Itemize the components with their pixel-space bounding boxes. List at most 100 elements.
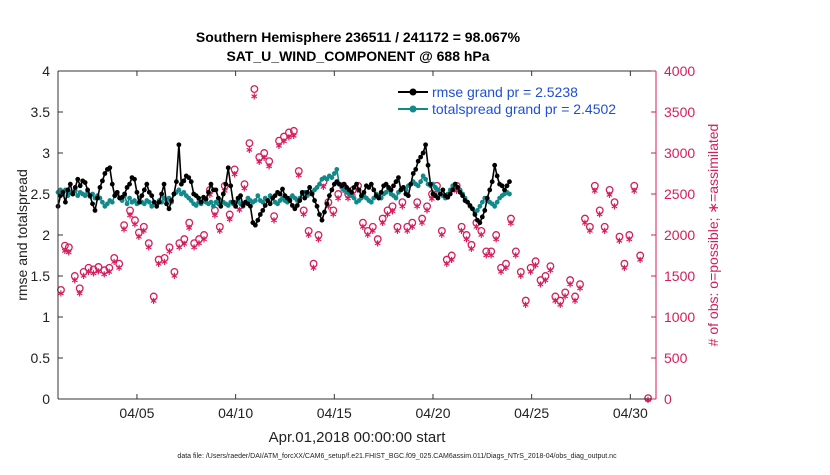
obs-assimilated-point: ∗ [245, 145, 253, 156]
y-right-tick-label: 0 [664, 391, 672, 407]
rmse-point [479, 214, 485, 220]
rmse-point [413, 167, 419, 172]
rmse-point [499, 183, 505, 189]
obs-assimilated-point: ∗ [200, 234, 208, 245]
y-right-tick-label: 2000 [664, 227, 695, 243]
obs-possible-point [388, 202, 397, 211]
rmse-point [489, 179, 495, 185]
obs-possible-point [230, 165, 239, 174]
obs-assimilated-point: ∗ [89, 269, 97, 280]
obs-assimilated-point: ∗ [226, 215, 234, 226]
obs-possible-point [442, 255, 451, 264]
spread-point [479, 199, 485, 205]
obs-assimilated-point: ∗ [94, 266, 102, 277]
obs-possible-point [536, 276, 545, 285]
obs-assimilated-point: ∗ [605, 190, 613, 201]
legend-spread-label: totalspread grand pr = 2.4502 [432, 101, 616, 117]
obs-assimilated-point: ∗ [165, 247, 173, 258]
obs-possible-point [487, 247, 496, 256]
obs-assimilated-point: ∗ [576, 283, 584, 294]
obs-assimilated-point: ∗ [280, 137, 288, 148]
obs-assimilated-point: ∗ [644, 395, 652, 406]
spread-point [418, 179, 424, 185]
rmse-point [100, 178, 105, 184]
obs-possible-point [576, 280, 584, 289]
rmse-point [95, 195, 100, 201]
rmse-point [198, 199, 204, 205]
obs-assimilated-point: ∗ [393, 226, 401, 237]
rmse-point [262, 203, 268, 208]
rmse-point [228, 183, 234, 189]
obs-possible-point [610, 198, 619, 207]
rmse-point [174, 179, 179, 185]
obs-assimilated-point: ∗ [180, 239, 188, 250]
rmse-point [196, 195, 202, 201]
rmse-point [255, 217, 261, 223]
y-left-tick-label: 4 [42, 63, 50, 79]
obs-possible-point [334, 190, 343, 198]
obs-possible-point [418, 214, 427, 223]
obs-assimilated-point: ∗ [408, 222, 416, 233]
obs-possible-point [265, 157, 274, 166]
rmse-point [70, 191, 76, 197]
obs-assimilated-point: ∗ [190, 242, 198, 253]
obs-assimilated-point: ∗ [270, 215, 278, 226]
rmse-point [260, 208, 266, 213]
plot-area [58, 71, 656, 399]
obs-assimilated-point: ∗ [467, 244, 475, 255]
rmse-point [371, 187, 377, 193]
rmse-point [223, 181, 229, 187]
obs-assimilated-point: ∗ [581, 218, 589, 229]
obs-assimilated-point: ∗ [497, 267, 505, 278]
rmse-point [82, 180, 88, 185]
spread-point [109, 199, 115, 205]
obs-assimilated-point: ∗ [383, 210, 391, 221]
spread-point [100, 199, 105, 205]
obs-possible-point [502, 259, 510, 268]
obs-assimilated-point: ∗ [135, 232, 143, 243]
obs-possible-point [467, 240, 476, 249]
rmse-point [149, 193, 155, 199]
obs-assimilated-point: ∗ [255, 157, 263, 168]
rmse-point [67, 181, 73, 187]
rmse-point [435, 195, 441, 201]
spread-point [351, 195, 357, 201]
obs-assimilated-point: ∗ [443, 259, 451, 270]
obs-possible-point [368, 222, 377, 231]
rmse-point [450, 187, 456, 193]
rmse-point [376, 195, 382, 201]
rmse-point [470, 206, 475, 212]
obs-possible-point [175, 239, 184, 248]
obs-assimilated-point: ∗ [206, 190, 214, 201]
rmse-point [267, 201, 273, 207]
obs-assimilated-point: ∗ [250, 92, 258, 103]
obs-assimilated-point: ∗ [240, 183, 248, 194]
y-right-tick-label: 1000 [664, 309, 695, 325]
rmse-point [299, 189, 305, 195]
obs-assimilated-point: ∗ [600, 226, 608, 237]
obs-possible-point [126, 206, 134, 215]
rmse-point [418, 154, 424, 160]
obs-assimilated-point: ∗ [61, 246, 69, 257]
rmse-point [161, 181, 167, 187]
rmse-point [77, 183, 83, 189]
rmse-point [410, 171, 416, 176]
rmse-point [178, 181, 184, 187]
legend-rmse-marker [409, 88, 417, 96]
obs-possible-point [284, 128, 293, 137]
rmse-point [400, 185, 406, 190]
spread-point [317, 181, 322, 187]
obs-possible-point [84, 263, 93, 272]
obs-possible-point [516, 267, 525, 276]
obs-possible-point [581, 214, 589, 223]
rmse-point [87, 193, 93, 199]
obs-assimilated-point: ∗ [115, 263, 123, 274]
obs-possible-point [190, 239, 199, 248]
obs-possible-point [309, 259, 318, 268]
obs-assimilated-point: ∗ [586, 226, 594, 237]
obs-possible-point [462, 231, 471, 239]
obs-assimilated-point: ∗ [418, 218, 426, 229]
obs-assimilated-point: ∗ [285, 133, 293, 144]
rmse-point [324, 201, 330, 207]
x-tick-label: 04/25 [514, 405, 549, 421]
